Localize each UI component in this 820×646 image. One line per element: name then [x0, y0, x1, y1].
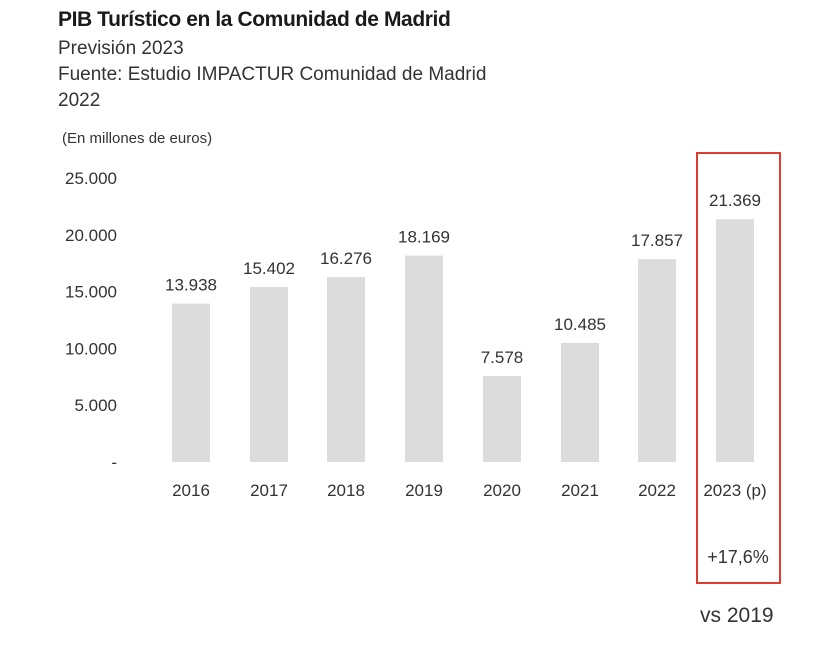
chart-subtitle-year: 2022 [58, 90, 101, 111]
bar-2022 [638, 259, 676, 462]
change-label: +17,6% [707, 547, 769, 567]
bar-2016 [172, 303, 210, 462]
comparison-label: vs 2019 [700, 604, 774, 627]
data-label: 7.578 [481, 348, 524, 367]
bar-2021 [561, 342, 599, 462]
x-tick-label: 2018 [327, 481, 365, 500]
y-tick-label: 5.000 [74, 396, 117, 415]
y-tick-label: 25.000 [65, 169, 117, 188]
bar-2018 [327, 277, 365, 462]
units-note: (En millones de euros) [62, 130, 213, 147]
bar-2019 [405, 255, 443, 462]
data-label: 18.169 [398, 228, 450, 247]
data-label: 10.485 [554, 315, 606, 334]
x-tick-label: 2023 (p) [703, 481, 766, 500]
x-tick-label: 2016 [172, 481, 210, 500]
data-label: 17.857 [631, 231, 683, 250]
chart-subtitle-source: Fuente: Estudio IMPACTUR Comunidad de Ma… [58, 64, 487, 85]
x-tick-label: 2019 [405, 481, 443, 500]
bar-2017 [250, 287, 288, 462]
bar-2023p [716, 219, 754, 462]
bar-2020 [483, 375, 521, 462]
x-tick-label: 2022 [638, 481, 676, 500]
data-label: 21.369 [709, 191, 761, 210]
chart-title: PIB Turístico en la Comunidad de Madrid [58, 8, 451, 31]
x-tick-label: 2021 [561, 481, 599, 500]
data-label: 16.276 [320, 249, 372, 268]
y-tick-label: 20.000 [65, 226, 117, 245]
x-tick-label: 2017 [250, 481, 288, 500]
x-tick-label: 2020 [483, 481, 521, 500]
y-tick-label: 10.000 [65, 339, 117, 358]
chart-subtitle-forecast: Previsión 2023 [58, 38, 184, 59]
data-label: 13.938 [165, 276, 217, 295]
y-tick-label: 15.000 [65, 283, 117, 302]
y-tick-label: - [111, 453, 117, 472]
highlight-box [696, 152, 781, 584]
data-label: 15.402 [243, 259, 295, 278]
